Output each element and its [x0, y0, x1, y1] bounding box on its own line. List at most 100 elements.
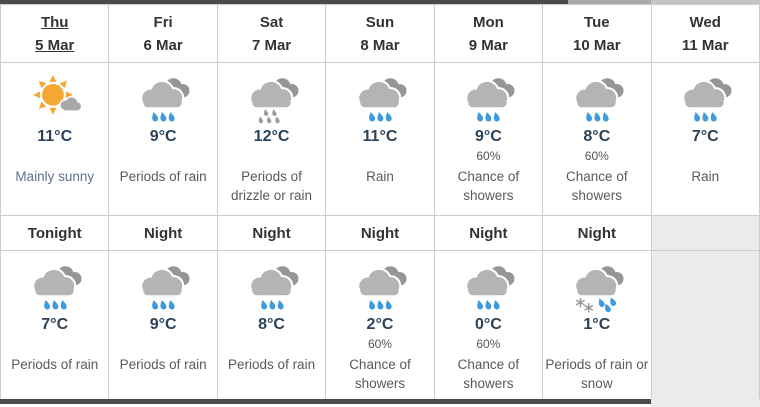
- night-condition-text: Periods of rain or snow: [545, 357, 649, 391]
- day-label: Wed: [689, 14, 721, 31]
- rain-icon: [131, 260, 195, 314]
- date-label: 9 Mar: [468, 37, 508, 54]
- top-edge-bar: [0, 0, 760, 4]
- forecast-column: Thu 5 Mar 11°C Mainly sunny Tonight 7°C …: [1, 5, 110, 400]
- night-header-label: Night: [252, 224, 291, 242]
- day-temperature: 9°C: [474, 128, 502, 145]
- night-header-label: Night: [469, 224, 508, 242]
- rain-icon: [348, 260, 412, 314]
- night-precip-probability: 60%: [367, 337, 392, 351]
- night-header-label: Night: [577, 224, 616, 242]
- day-date-link: Fri 6 Mar: [144, 11, 183, 57]
- bottom-bar-gray-segment: [651, 399, 760, 407]
- day-header-cell: Tue 10 Mar: [543, 5, 652, 63]
- day-header-cell: Mon 9 Mar: [434, 5, 544, 63]
- day-forecast-cell: 11°C Rain: [326, 63, 435, 216]
- night-condition-text: Chance of showers: [349, 357, 411, 391]
- day-date-link: Wed 11 Mar: [682, 11, 729, 57]
- rain-snow-icon: [565, 260, 629, 314]
- day-header-cell: Sat 7 Mar: [217, 5, 327, 63]
- day-date-link: Tue 10 Mar: [573, 11, 621, 57]
- night-forecast-cell: 8°C Periods of rain: [217, 251, 327, 400]
- day-forecast-cell: 7°C Rain: [651, 63, 760, 216]
- night-header-cell: Night: [543, 216, 652, 251]
- day-condition-text: Chance of showers: [566, 169, 628, 203]
- rain-icon: [673, 72, 737, 126]
- night-header-cell: Night: [434, 216, 544, 251]
- night-header-cell: Night: [326, 216, 435, 251]
- day-header-cell: Sun 8 Mar: [326, 5, 435, 63]
- drizzle-icon: [240, 72, 304, 126]
- day-label: Sun: [365, 14, 395, 31]
- night-forecast-cell: 2°C 60% Chance of showers: [326, 251, 435, 400]
- night-forecast-cell: 1°C Periods of rain or snow: [543, 251, 652, 400]
- rain-icon: [23, 260, 87, 314]
- forecast-column: Fri 6 Mar 9°C Periods of rain Night 9°C …: [109, 5, 218, 400]
- day-temperature: 12°C: [253, 128, 290, 145]
- night-forecast-cell: 9°C Periods of rain: [109, 251, 218, 400]
- night-precip-probability: 60%: [476, 337, 501, 351]
- day-label: Fri: [153, 14, 173, 31]
- night-condition-text: Periods of rain: [228, 357, 316, 372]
- top-bar-light-segment: [651, 0, 760, 4]
- rain-icon: [131, 72, 195, 126]
- day-date-link[interactable]: Thu 5 Mar: [35, 11, 74, 57]
- night-condition-text: Periods of rain: [119, 357, 207, 372]
- day-condition-text: Rain: [366, 169, 394, 184]
- forecast-column: Tue 10 Mar 8°C 60% Chance of showers Nig…: [543, 5, 652, 400]
- mainly-sunny-icon: [23, 72, 87, 126]
- night-condition-text: Periods of rain: [11, 357, 99, 372]
- day-header-cell: Thu 5 Mar: [1, 5, 110, 63]
- day-forecast-cell: 9°C Periods of rain: [109, 63, 218, 216]
- day-condition-text: Rain: [691, 169, 720, 184]
- rain-icon: [456, 72, 520, 126]
- night-header-cell: Night: [109, 216, 218, 251]
- day-header-cell: Wed 11 Mar: [651, 5, 760, 63]
- forecast-column: Sun 8 Mar 11°C Rain Night 2°C 60% Chance…: [326, 5, 435, 400]
- night-temperature: 8°C: [258, 316, 285, 333]
- date-label: 11 Mar: [681, 37, 729, 54]
- night-condition-text: Chance of showers: [457, 357, 520, 391]
- bottom-edge-bar: [0, 399, 760, 407]
- day-condition-text: Chance of showers: [457, 169, 520, 203]
- night-header-cell: Tonight: [1, 216, 110, 251]
- night-header-label: Night: [143, 224, 183, 242]
- day-condition-text: Mainly sunny: [15, 169, 95, 184]
- day-label: Thu: [40, 14, 69, 31]
- forecast-column: Mon 9 Mar 9°C 60% Chance of showers Nigh…: [434, 5, 544, 400]
- day-header-cell: Fri 6 Mar: [109, 5, 218, 63]
- night-header-label: Tonight: [27, 224, 82, 242]
- rain-icon: [565, 72, 629, 126]
- night-forecast-cell: 0°C 60% Chance of showers: [434, 251, 544, 400]
- day-temperature: 9°C: [149, 128, 177, 145]
- night-forecast-cell: 7°C Periods of rain: [1, 251, 110, 400]
- rain-icon: [348, 72, 412, 126]
- top-bar-dark-segment: [0, 0, 568, 4]
- date-label: 5 Mar: [35, 37, 75, 54]
- forecast-column: Sat 7 Mar 12°C Periods of drizzle or rai…: [217, 5, 327, 400]
- night-header-cell: Night: [217, 216, 327, 251]
- day-forecast-cell: 12°C Periods of drizzle or rain: [217, 63, 327, 216]
- day-date-link: Mon 9 Mar: [469, 11, 508, 57]
- day-forecast-cell: 8°C 60% Chance of showers: [543, 63, 652, 216]
- night-temperature: 1°C: [583, 316, 611, 333]
- night-temperature: 2°C: [366, 316, 394, 333]
- day-precip-probability: 60%: [584, 149, 609, 163]
- day-label: Tue: [584, 14, 610, 31]
- date-label: 10 Mar: [573, 37, 621, 54]
- rain-icon: [240, 260, 304, 314]
- night-header-label: Night: [360, 224, 400, 242]
- day-label: Mon: [472, 14, 504, 31]
- night-header-cell: [651, 216, 760, 251]
- night-temperature: 7°C: [41, 316, 69, 333]
- date-label: 6 Mar: [143, 37, 183, 54]
- day-date-link: Sat 7 Mar: [252, 11, 291, 57]
- night-temperature: 9°C: [149, 316, 177, 333]
- rain-icon: [456, 260, 520, 314]
- forecast-column: Wed 11 Mar 7°C Rain: [651, 5, 760, 400]
- day-temperature: 11°C: [362, 128, 398, 145]
- top-bar-mid-segment: [568, 0, 651, 4]
- date-label: 7 Mar: [251, 37, 292, 54]
- date-label: 8 Mar: [360, 37, 400, 54]
